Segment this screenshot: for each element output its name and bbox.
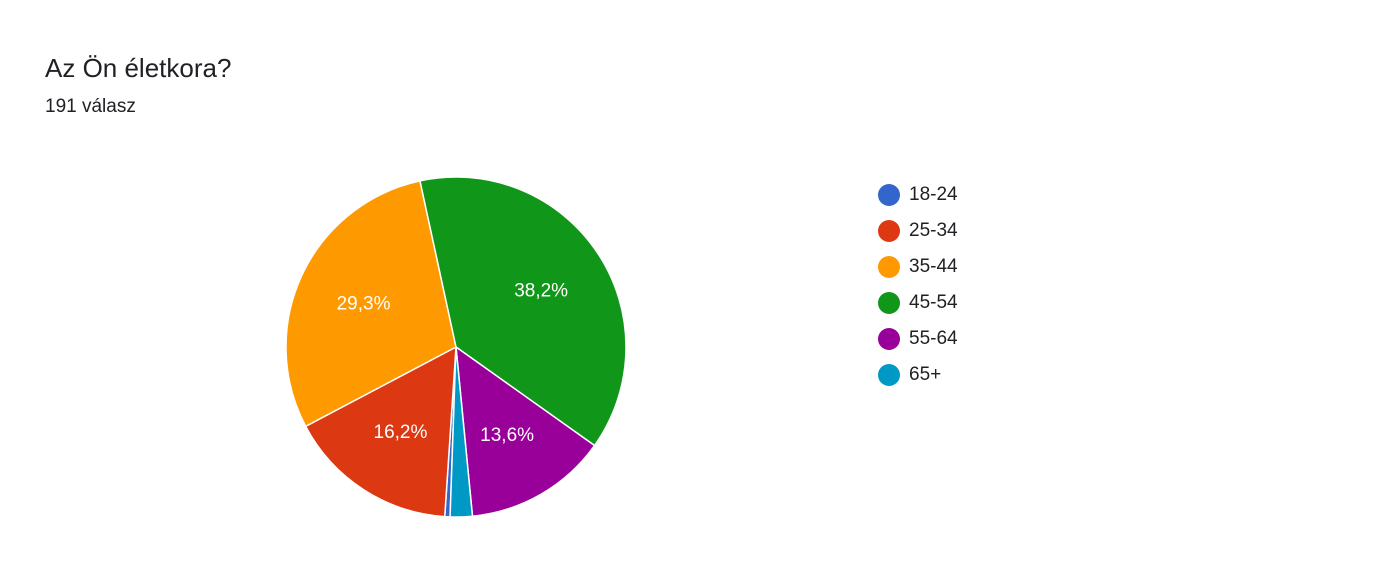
legend-swatch [878, 364, 900, 386]
legend-item-45-54[interactable]: 45-54 [878, 285, 958, 321]
pie-slice-65+[interactable] [449, 346, 474, 518]
chart-title: Az Ön életkora? [45, 53, 232, 83]
pie-slice-45-54[interactable] [419, 176, 627, 447]
legend-swatch [878, 256, 900, 278]
pie-slice-35-44[interactable] [285, 180, 457, 428]
pie-slice-55-64[interactable] [455, 346, 596, 517]
legend-swatch [878, 292, 900, 314]
legend-swatch [878, 328, 900, 350]
legend-item-25-34[interactable]: 25-34 [878, 213, 958, 249]
slice-label-25-34: 16,2% [374, 422, 428, 443]
response-count: 191 válasz [45, 96, 136, 117]
legend-label: 18-24 [909, 184, 958, 205]
legend-label: 25-34 [909, 220, 958, 241]
chart-legend: 18-24 25-34 35-44 45-54 55-64 65+ [878, 177, 958, 393]
legend-label: 65+ [909, 364, 942, 385]
legend-item-18-24[interactable]: 18-24 [878, 177, 958, 213]
slice-label-45-54: 38,2% [514, 280, 568, 301]
legend-item-65+[interactable]: 65+ [878, 357, 958, 393]
legend-label: 45-54 [909, 292, 958, 313]
legend-swatch [878, 220, 900, 242]
legend-item-55-64[interactable]: 55-64 [878, 321, 958, 357]
legend-label: 55-64 [909, 328, 958, 349]
slice-label-55-64: 13,6% [480, 425, 534, 446]
legend-swatch [878, 184, 900, 206]
pie-slice-25-34[interactable] [304, 346, 457, 518]
legend-item-35-44[interactable]: 35-44 [878, 249, 958, 285]
slice-label-35-44: 29,3% [337, 293, 391, 314]
legend-label: 35-44 [909, 256, 958, 277]
